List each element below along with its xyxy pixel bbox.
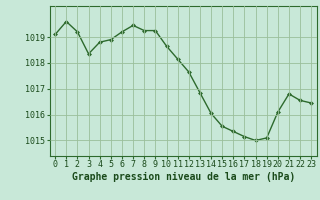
X-axis label: Graphe pression niveau de la mer (hPa): Graphe pression niveau de la mer (hPa) [72,172,295,182]
